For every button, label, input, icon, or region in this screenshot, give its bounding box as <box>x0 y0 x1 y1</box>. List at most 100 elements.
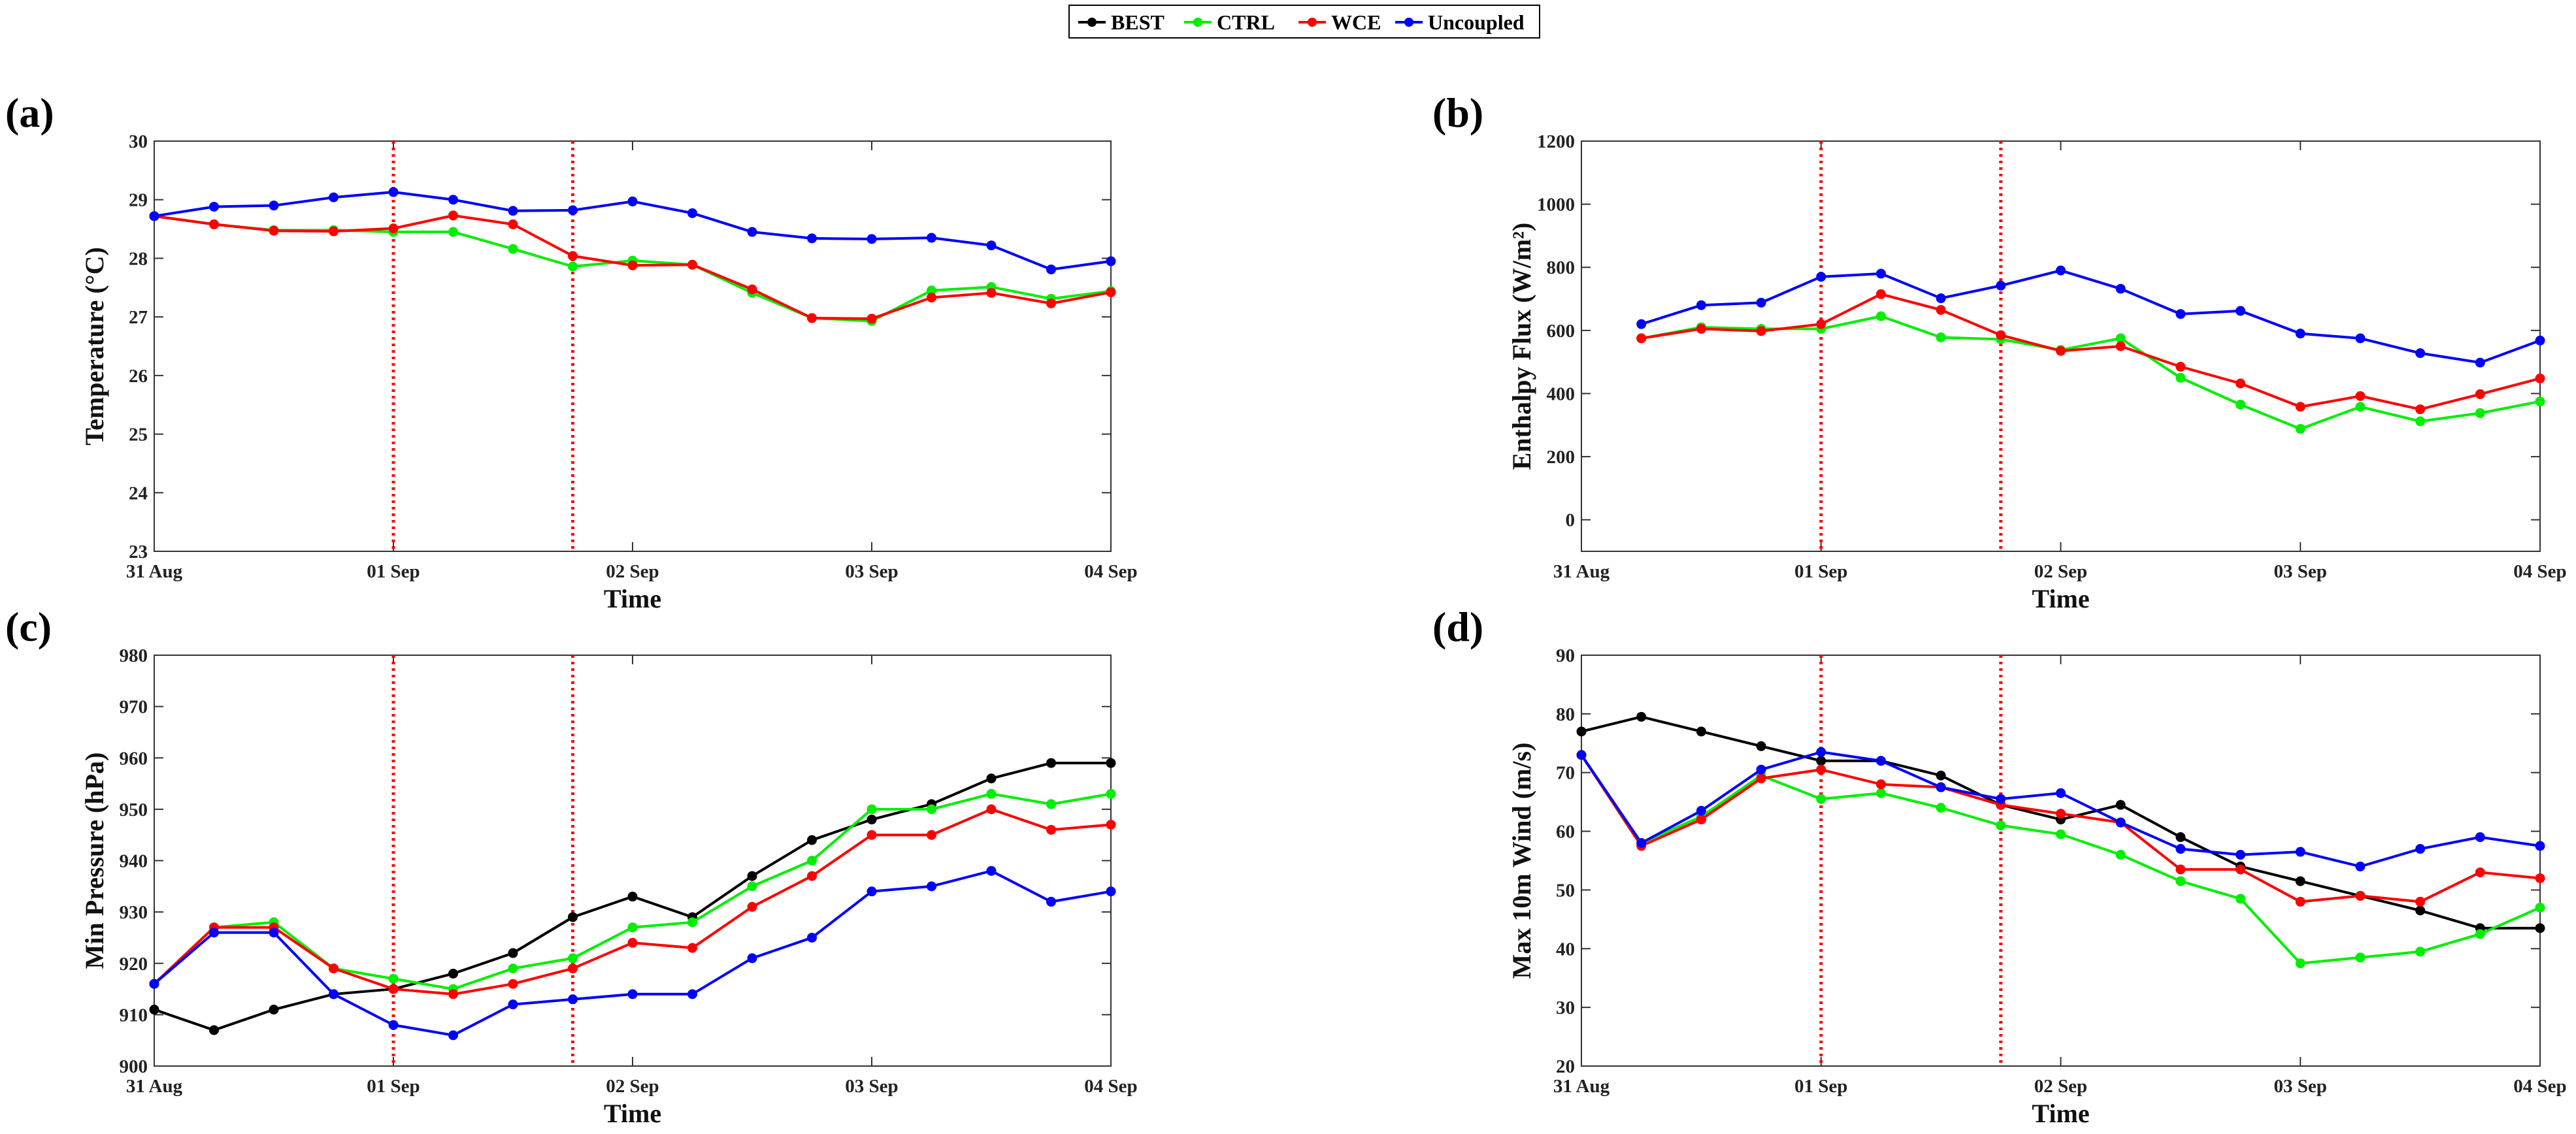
data-point-best <box>1106 758 1116 768</box>
data-point-wce <box>1875 779 1886 790</box>
data-point-uncoupled <box>269 928 279 938</box>
data-point-ctrl <box>2056 829 2066 839</box>
y-tick-label: 40 <box>1556 939 1575 960</box>
data-point-best <box>627 892 638 902</box>
data-point-ctrl <box>927 285 936 296</box>
data-point-wce <box>2236 378 2246 389</box>
y-tick-label: 1200 <box>1537 131 1575 152</box>
data-point-uncoupled <box>1636 319 1647 329</box>
data-point-wce <box>2295 402 2305 412</box>
data-point-wce <box>2475 389 2485 399</box>
data-point-uncoupled <box>807 233 817 244</box>
y-axis-title: Min Pressure (hPa) <box>80 753 109 969</box>
data-point-uncoupled <box>867 234 877 244</box>
y-tick-label: 950 <box>120 800 148 820</box>
x-tick-label: 04 Sep <box>1084 1076 1137 1097</box>
data-point-ctrl <box>2115 850 2126 860</box>
data-point-best <box>2115 800 2126 810</box>
x-tick-label: 31 Aug <box>1553 561 1610 582</box>
x-tick-label: 01 Sep <box>367 561 420 582</box>
data-point-wce <box>807 313 817 323</box>
data-point-wce <box>627 260 638 270</box>
data-point-wce <box>1875 289 1886 299</box>
data-point-uncoupled <box>1756 297 1766 308</box>
data-point-wce <box>2295 896 2305 907</box>
x-tick-label: 02 Sep <box>606 1076 659 1097</box>
panel-label: (a) <box>5 89 54 136</box>
series-line-ctrl <box>1580 754 2541 965</box>
data-point-uncoupled <box>388 1020 399 1030</box>
data-point-ctrl <box>2475 408 2485 418</box>
data-point-uncoupled <box>1696 805 1706 816</box>
data-point-uncoupled <box>149 979 159 989</box>
data-point-wce <box>2115 341 2126 351</box>
y-tick-label: 920 <box>120 954 148 975</box>
data-point-best <box>508 948 518 958</box>
y-tick-label: 960 <box>120 748 148 769</box>
data-point-uncoupled <box>1996 280 2006 291</box>
data-point-wce <box>1696 815 1706 825</box>
data-point-wce <box>1816 319 1826 329</box>
data-point-uncoupled <box>1106 886 1116 897</box>
data-point-ctrl <box>2475 929 2485 939</box>
chart-panel-a: 23 24 25 26 27 28 29 30 31 Aug 01 Sep 02 Sep 03 Sep… <box>5 89 1138 613</box>
y-tick-label: 400 <box>1547 383 1576 404</box>
data-point-ctrl <box>568 261 578 272</box>
data-point-uncoupled <box>867 886 877 897</box>
data-point-wce <box>568 964 578 974</box>
series-line-wce <box>1641 293 2541 411</box>
data-point-best <box>209 1025 219 1035</box>
data-point-uncoupled <box>2355 333 2366 344</box>
y-tick-label: 970 <box>120 697 148 718</box>
data-point-wce <box>2355 890 2366 901</box>
panel-label: (b) <box>1432 89 1483 136</box>
axes-frame <box>1581 655 2541 1067</box>
panel-label: (c) <box>5 604 52 650</box>
data-point-best <box>1816 756 1826 766</box>
data-point-wce <box>448 210 458 221</box>
data-point-ctrl <box>2415 947 2426 957</box>
y-tick-label: 930 <box>120 902 148 923</box>
data-point-uncoupled <box>2175 309 2186 319</box>
legend-marker-uncoupled <box>1404 18 1413 27</box>
data-point-ctrl <box>2535 397 2545 407</box>
x-tick-label: 04 Sep <box>2513 1076 2566 1097</box>
data-point-ctrl <box>807 856 817 866</box>
data-point-uncoupled <box>1875 268 1886 279</box>
legend-marker-ctrl <box>1193 18 1202 27</box>
legend-label-ctrl: CTRL <box>1217 10 1275 34</box>
data-point-uncoupled <box>329 989 339 999</box>
data-point-ctrl <box>747 881 757 892</box>
data-point-best <box>1936 770 1946 781</box>
data-point-uncoupled <box>149 211 159 221</box>
x-tick-label: 02 Sep <box>2034 561 2087 582</box>
data-point-uncoupled <box>269 201 279 211</box>
x-axis-title: Time <box>2032 1099 2089 1128</box>
data-point-wce <box>986 287 997 298</box>
y-tick-label: 70 <box>1556 763 1575 784</box>
data-point-wce <box>2475 867 2485 877</box>
data-point-ctrl <box>448 227 458 237</box>
data-point-ctrl <box>927 804 936 815</box>
data-point-best <box>1696 726 1706 737</box>
y-tick-label: 1000 <box>1537 195 1575 216</box>
data-point-ctrl <box>2295 424 2305 434</box>
y-tick-label: 800 <box>1547 257 1576 278</box>
data-point-wce <box>1046 299 1056 309</box>
data-point-best <box>867 815 877 825</box>
y-tick-label: 23 <box>129 542 148 562</box>
y-tick-label: 60 <box>1556 822 1575 843</box>
y-tick-label: 80 <box>1556 704 1575 725</box>
series-line-uncoupled <box>1641 268 2541 364</box>
data-point-ctrl <box>867 804 877 815</box>
data-point-wce <box>1936 304 1946 315</box>
data-point-wce <box>448 989 458 999</box>
x-tick-label: 31 Aug <box>126 561 183 582</box>
data-point-uncoupled <box>1576 750 1587 760</box>
data-point-uncoupled <box>1696 300 1706 310</box>
data-point-uncoupled <box>448 195 458 205</box>
data-point-ctrl <box>1875 788 1886 798</box>
x-tick-label: 01 Sep <box>1794 1076 1847 1097</box>
data-point-wce <box>568 251 578 261</box>
y-tick-label: 980 <box>120 645 148 666</box>
